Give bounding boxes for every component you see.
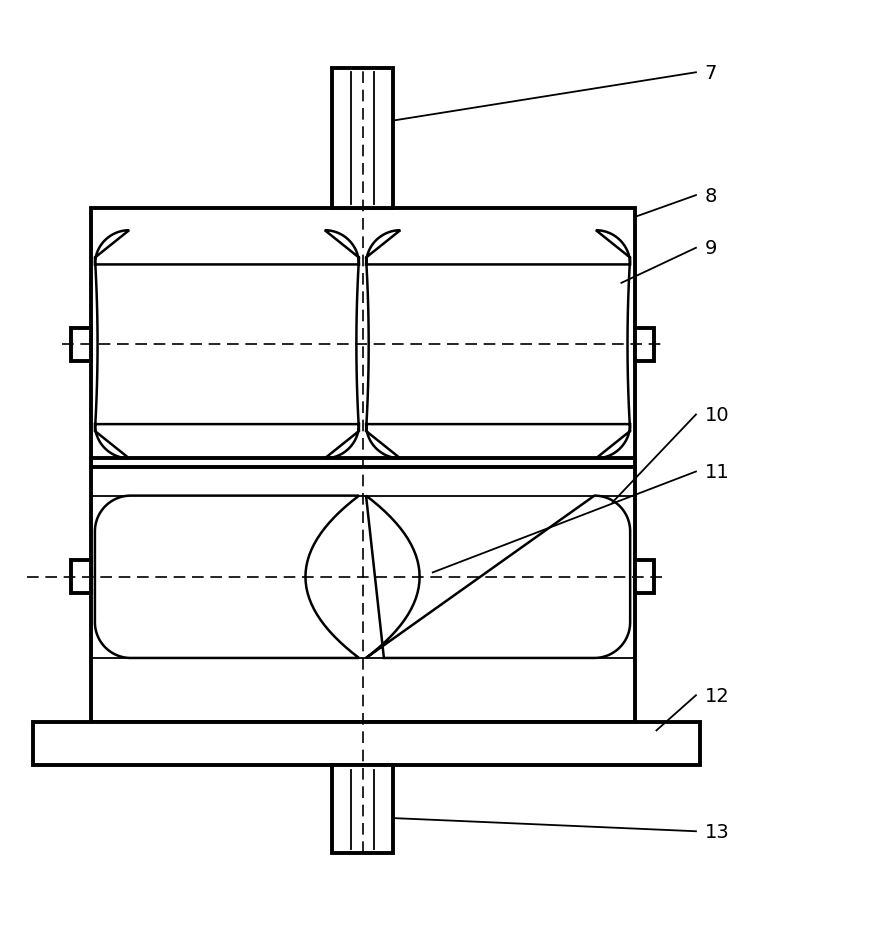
Text: 11: 11 bbox=[705, 463, 729, 481]
Polygon shape bbox=[635, 561, 653, 594]
Polygon shape bbox=[366, 231, 630, 459]
Polygon shape bbox=[72, 329, 91, 362]
Text: 9: 9 bbox=[705, 239, 717, 258]
Polygon shape bbox=[91, 209, 635, 722]
Polygon shape bbox=[94, 231, 359, 459]
Text: 8: 8 bbox=[705, 186, 717, 206]
Polygon shape bbox=[94, 497, 359, 658]
Text: 12: 12 bbox=[705, 686, 729, 705]
Polygon shape bbox=[366, 497, 630, 658]
Polygon shape bbox=[34, 722, 700, 766]
Text: 7: 7 bbox=[705, 63, 717, 83]
Polygon shape bbox=[332, 766, 393, 853]
Text: 10: 10 bbox=[705, 406, 729, 425]
Polygon shape bbox=[635, 329, 653, 362]
Text: 13: 13 bbox=[705, 822, 729, 841]
Polygon shape bbox=[72, 561, 91, 594]
Polygon shape bbox=[332, 69, 393, 209]
